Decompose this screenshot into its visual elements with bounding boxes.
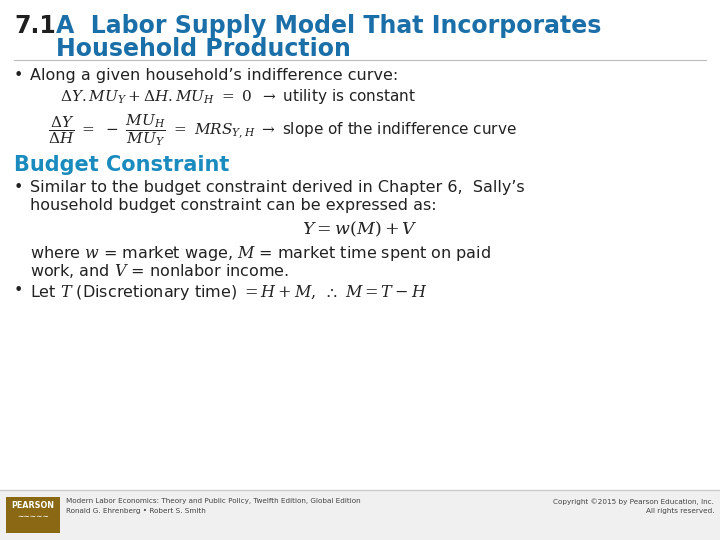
Text: •: • (14, 68, 23, 83)
Text: $\mathit{\Delta Y}.MU_Y + \mathit{\Delta H}.MU_H\ =\ 0\;\;\rightarrow$ utility i: $\mathit{\Delta Y}.MU_Y + \mathit{\Delta… (60, 87, 416, 106)
Text: Let $T$ (Discretionary time) $= H + M,\ \therefore\ M = T - H$: Let $T$ (Discretionary time) $= H + M,\ … (30, 283, 427, 302)
Text: •: • (14, 283, 23, 298)
Text: where $w$ = market wage, $M$ = market time spent on paid: where $w$ = market wage, $M$ = market ti… (30, 244, 491, 263)
Text: $Y = w(M) + V$: $Y = w(M) + V$ (302, 220, 418, 239)
Text: Ronald G. Ehrenberg • Robert S. Smith: Ronald G. Ehrenberg • Robert S. Smith (66, 508, 206, 514)
Text: •: • (14, 180, 23, 195)
Text: 7.1: 7.1 (14, 14, 55, 38)
Text: $\dfrac{\Delta Y}{\Delta H}\ =\ -\ \dfrac{MU_H}{MU_Y}\ =\ MRS_{Y,H}\ \rightarrow: $\dfrac{\Delta Y}{\Delta H}\ =\ -\ \dfra… (48, 112, 517, 147)
Text: Similar to the budget constraint derived in Chapter 6,  Sally’s: Similar to the budget constraint derived… (30, 180, 525, 195)
Text: Budget Constraint: Budget Constraint (14, 155, 230, 175)
Text: ∼∼∼∼∼: ∼∼∼∼∼ (17, 512, 49, 521)
Text: Household Production: Household Production (56, 37, 351, 61)
Text: work, and $V$ = nonlabor income.: work, and $V$ = nonlabor income. (30, 262, 289, 280)
Text: All rights reserved.: All rights reserved. (646, 508, 714, 514)
Text: Along a given household’s indifference curve:: Along a given household’s indifference c… (30, 68, 398, 83)
Text: Modern Labor Economics: Theory and Public Policy, Twelfth Edition, Global Editio: Modern Labor Economics: Theory and Publi… (66, 498, 361, 504)
Text: household budget constraint can be expressed as:: household budget constraint can be expre… (30, 198, 436, 213)
Text: Copyright ©2015 by Pearson Education, Inc.: Copyright ©2015 by Pearson Education, In… (553, 498, 714, 505)
FancyBboxPatch shape (6, 497, 60, 533)
FancyBboxPatch shape (0, 490, 720, 540)
Text: PEARSON: PEARSON (12, 501, 55, 510)
Text: A  Labor Supply Model That Incorporates: A Labor Supply Model That Incorporates (56, 14, 601, 38)
